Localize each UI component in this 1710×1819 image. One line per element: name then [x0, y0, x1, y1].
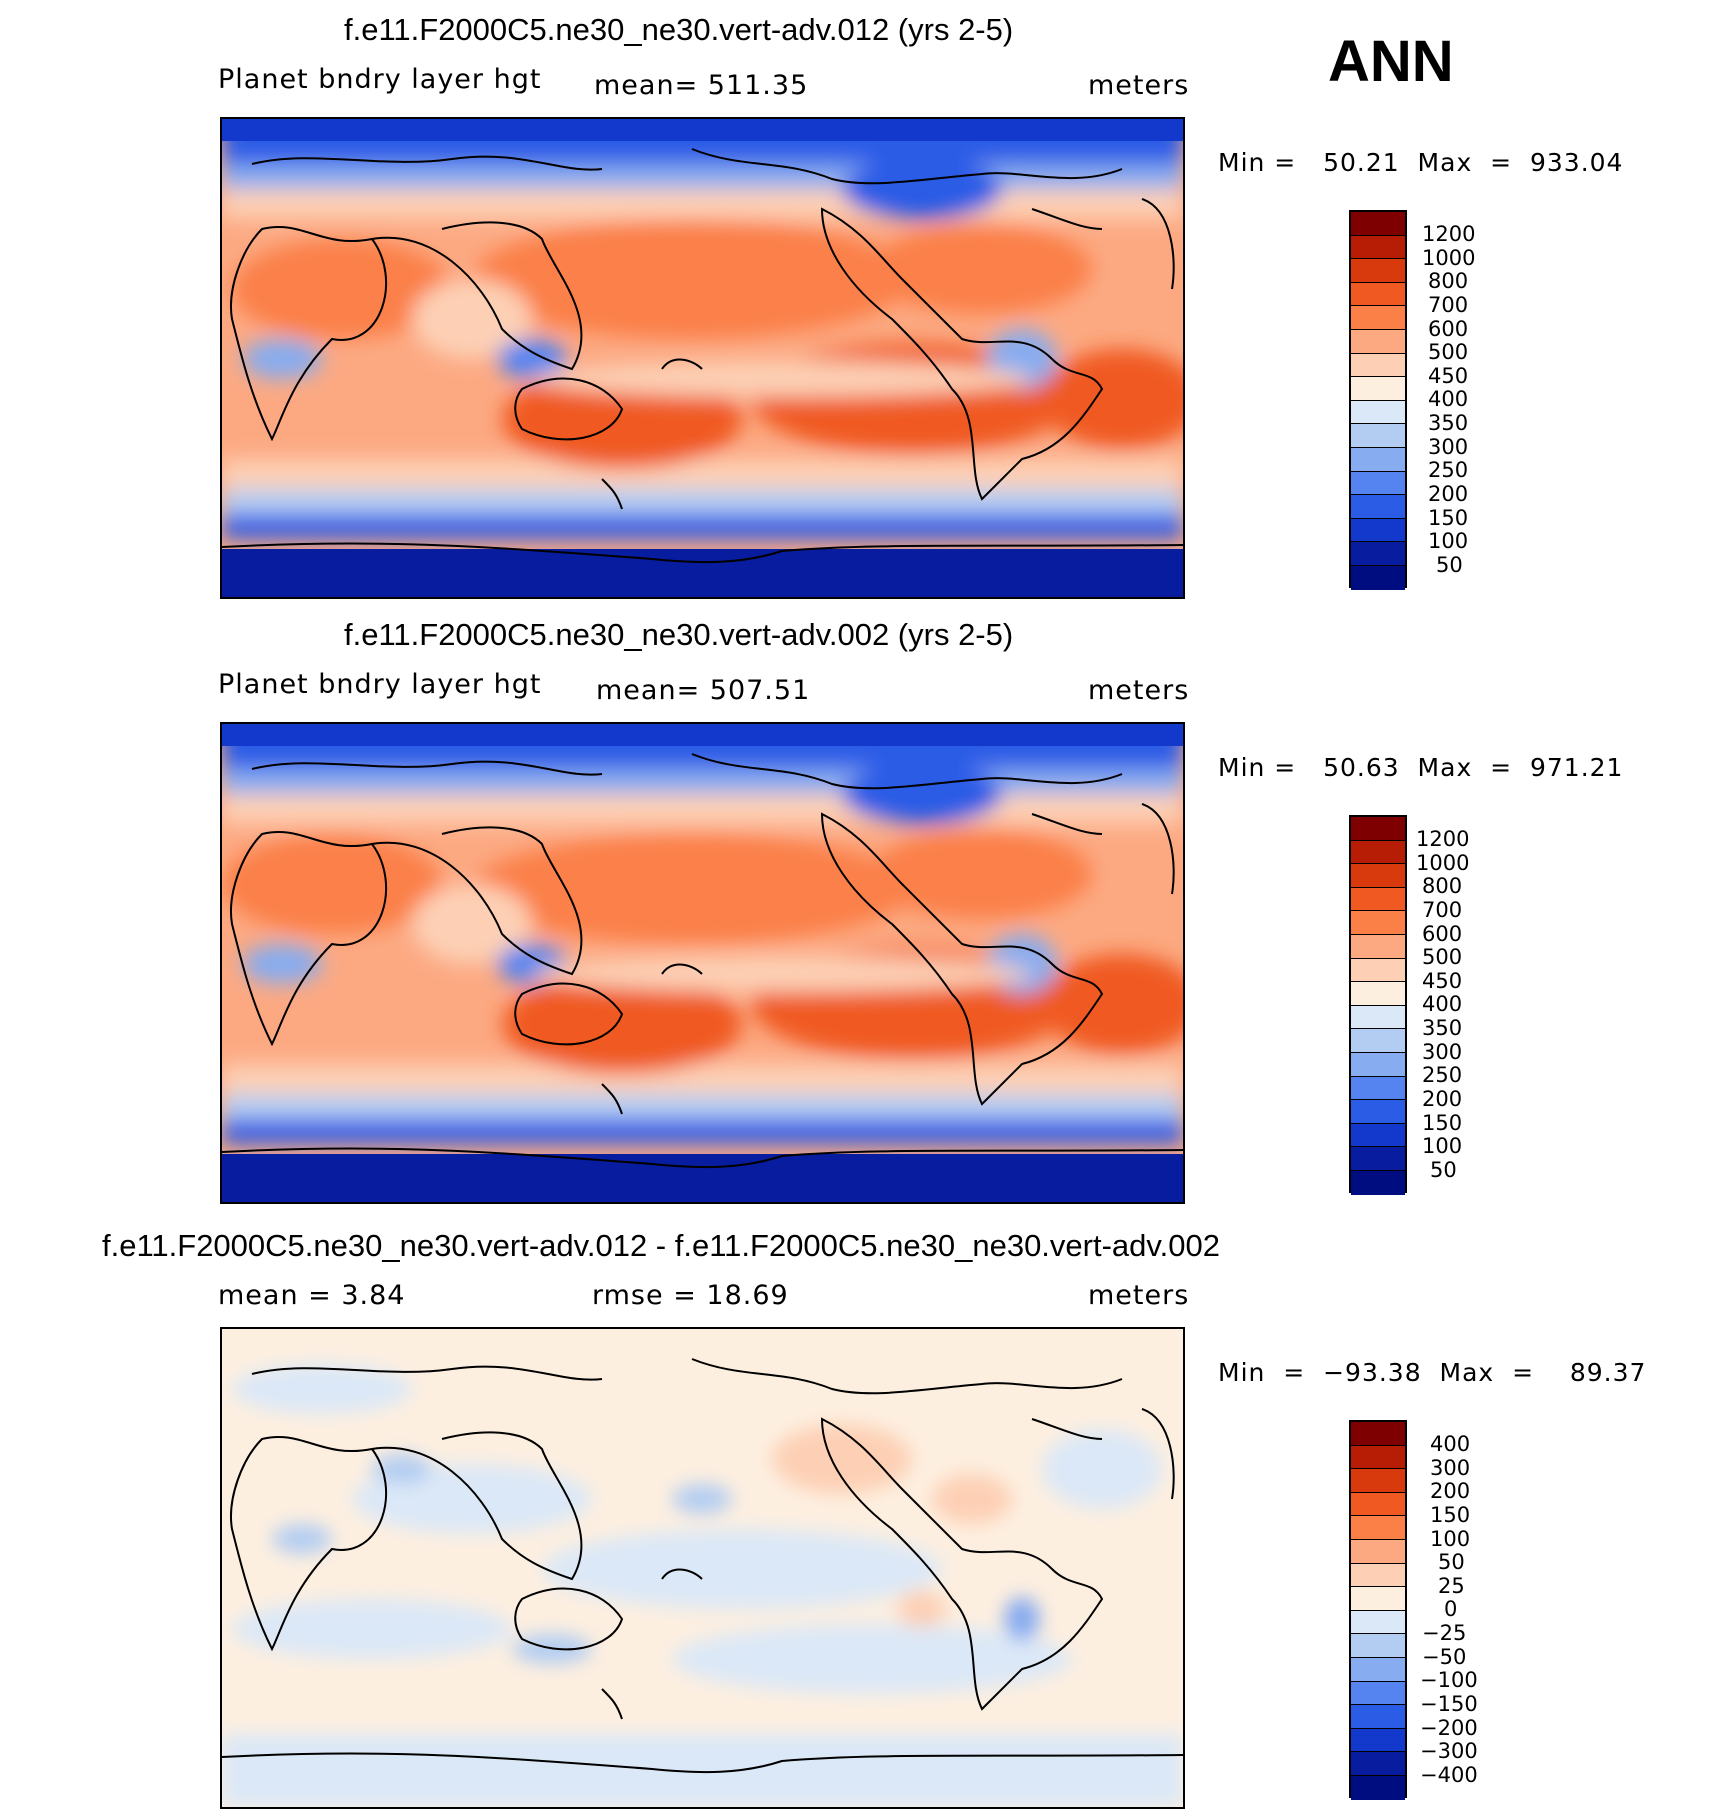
panel-3-map-svg: [222, 1329, 1183, 1807]
tick-label: 25: [1438, 1574, 1465, 1598]
tick-label: −200: [1420, 1716, 1478, 1740]
tick-label: 800: [1428, 269, 1469, 293]
panel-1-title: f.e11.F2000C5.ne30_ne30.vert-adv.012 (yr…: [344, 12, 1014, 47]
panel-2-title: f.e11.F2000C5.ne30_ne30.vert-adv.002 (yr…: [344, 617, 1014, 652]
panel-3-title: f.e11.F2000C5.ne30_ne30.vert-adv.012 - f…: [102, 1228, 1220, 1263]
tick-label: 350: [1422, 1016, 1463, 1040]
tick-label: 1000: [1422, 246, 1476, 270]
tick-label: 150: [1428, 506, 1469, 530]
tick-label: −300: [1420, 1739, 1478, 1763]
tick-label: −100: [1420, 1668, 1478, 1692]
panel-2-colorbar: [1349, 815, 1407, 1195]
tick-label: 0: [1444, 1597, 1458, 1621]
panel-1-map: [220, 117, 1185, 599]
tick-label: −25: [1422, 1621, 1467, 1645]
tick-label: 350: [1428, 411, 1469, 435]
panel-3-colorbar: [1349, 1420, 1407, 1800]
tick-label: 700: [1422, 898, 1463, 922]
tick-label: 500: [1422, 945, 1463, 969]
panel-3-units: meters: [1088, 1280, 1190, 1311]
panel-1-units: meters: [1088, 70, 1190, 101]
panel-2-variable: Planet bndry layer hgt: [218, 669, 542, 700]
panel-1-minmax: Min = 50.21 Max = 933.04: [1218, 148, 1624, 177]
tick-label: 100: [1430, 1527, 1471, 1551]
tick-label: 600: [1428, 317, 1469, 341]
tick-label: 50: [1430, 1158, 1457, 1182]
tick-label: 600: [1422, 922, 1463, 946]
tick-label: 300: [1430, 1456, 1471, 1480]
panel-3-minmax: Min = −93.38 Max = 89.37: [1218, 1358, 1647, 1387]
tick-label: 50: [1436, 553, 1463, 577]
panel-1-map-svg: [222, 119, 1183, 597]
panel-1-mean: mean= 511.35: [594, 70, 809, 101]
tick-label: −400: [1420, 1763, 1478, 1787]
tick-label: −50: [1422, 1645, 1467, 1669]
tick-label: 500: [1428, 340, 1469, 364]
tick-label: 700: [1428, 293, 1469, 317]
tick-label: 1200: [1422, 222, 1476, 246]
panel-3-rmse: rmse = 18.69: [592, 1280, 789, 1311]
tick-label: 250: [1422, 1063, 1463, 1087]
panel-3-mean: mean = 3.84: [218, 1280, 406, 1311]
tick-label: 1000: [1416, 851, 1470, 875]
tick-label: 800: [1422, 874, 1463, 898]
tick-label: 100: [1428, 529, 1469, 553]
tick-label: 200: [1422, 1087, 1463, 1111]
tick-label: 450: [1428, 364, 1469, 388]
tick-label: 50: [1438, 1550, 1465, 1574]
panel-3-map: [220, 1327, 1185, 1809]
tick-label: 450: [1422, 969, 1463, 993]
tick-label: 400: [1422, 992, 1463, 1016]
panel-2-units: meters: [1088, 675, 1190, 706]
tick-label: 300: [1428, 435, 1469, 459]
tick-label: 400: [1430, 1432, 1471, 1456]
tick-label: 100: [1422, 1134, 1463, 1158]
panel-2-mean: mean= 507.51: [596, 675, 811, 706]
tick-label: 200: [1428, 482, 1469, 506]
tick-label: 150: [1430, 1503, 1471, 1527]
tick-label: 1200: [1416, 827, 1470, 851]
tick-label: 400: [1428, 387, 1469, 411]
panel-2-map-svg: [222, 724, 1183, 1202]
tick-label: 300: [1422, 1040, 1463, 1064]
season-label: ANN: [1328, 29, 1454, 94]
tick-label: −150: [1420, 1692, 1478, 1716]
tick-label: 250: [1428, 458, 1469, 482]
panel-2-map: [220, 722, 1185, 1204]
panel-2-minmax: Min = 50.63 Max = 971.21: [1218, 753, 1624, 782]
tick-label: 200: [1430, 1479, 1471, 1503]
panel-1-colorbar: [1349, 210, 1407, 590]
panel-1-variable: Planet bndry layer hgt: [218, 64, 542, 95]
tick-label: 150: [1422, 1111, 1463, 1135]
